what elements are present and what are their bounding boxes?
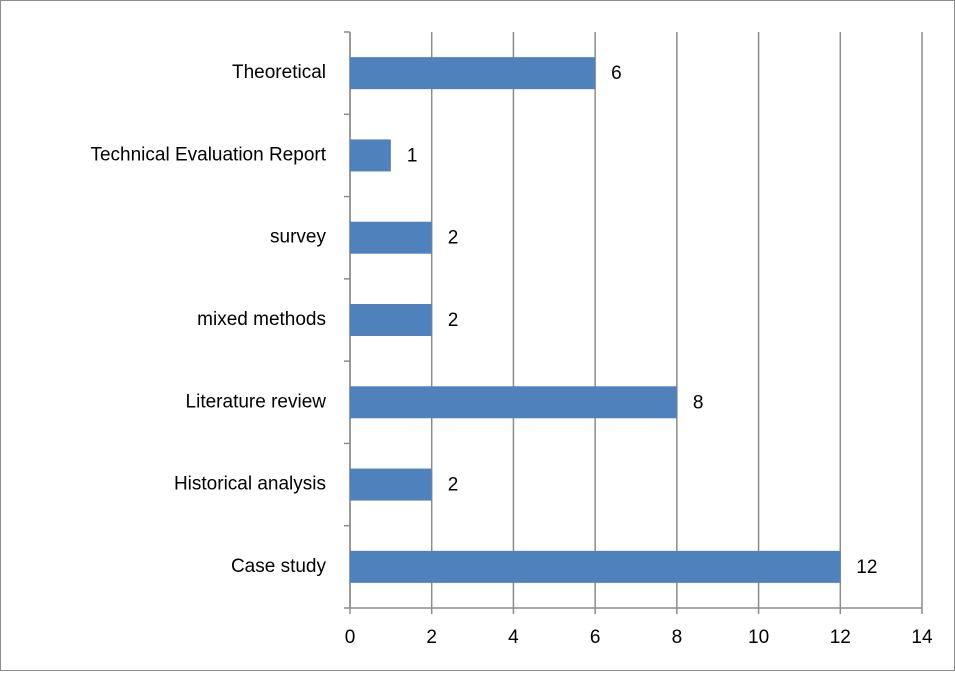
y-tick-label: Case study — [231, 556, 327, 577]
bar — [350, 468, 432, 501]
x-tick-label: 8 — [672, 627, 683, 648]
data-label: 6 — [611, 63, 622, 84]
y-tick-label: Historical analysis — [174, 474, 326, 495]
data-label: 8 — [693, 392, 704, 413]
bar — [350, 386, 677, 419]
data-label: 2 — [448, 228, 459, 249]
x-tick-label: 4 — [508, 627, 519, 648]
bar — [350, 304, 432, 336]
data-label: 2 — [448, 475, 459, 496]
bar — [350, 550, 841, 583]
y-tick-label: survey — [270, 227, 326, 248]
x-tick-label: 14 — [911, 627, 933, 648]
y-tick-label: Theoretical — [232, 62, 326, 83]
x-tick-label: 10 — [748, 627, 769, 648]
y-tick-label: Technical Evaluation Report — [90, 144, 326, 165]
bar — [350, 221, 432, 254]
bar — [350, 57, 596, 90]
x-tick-label: 6 — [590, 627, 601, 648]
x-tick-label: 2 — [426, 627, 437, 648]
data-label: 1 — [407, 145, 418, 166]
y-tick-label: Literature review — [186, 391, 327, 412]
data-label: 12 — [856, 557, 877, 578]
data-label: 2 — [448, 310, 459, 331]
x-tick-label: 12 — [830, 627, 851, 648]
x-tick-label: 0 — [345, 627, 356, 648]
bar — [350, 139, 391, 172]
y-tick-label: mixed methods — [197, 309, 326, 330]
